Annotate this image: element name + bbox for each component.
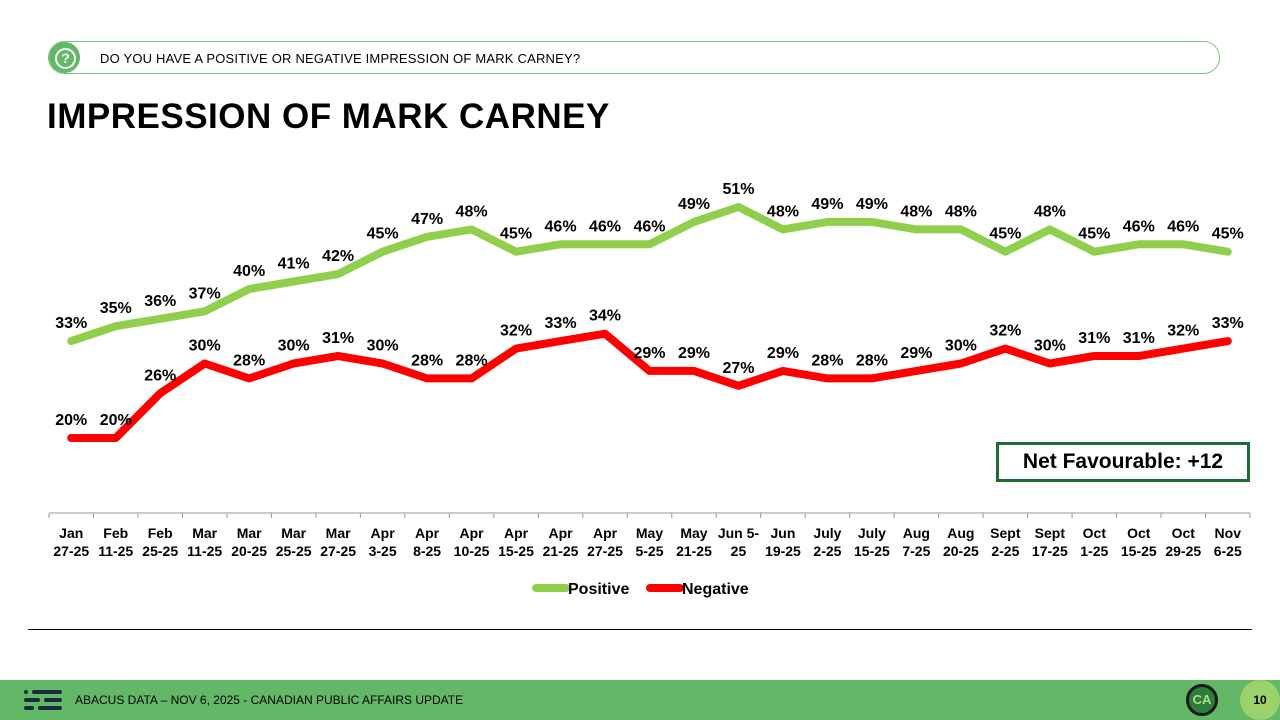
- x-tick-label: Feb 25-25: [142, 525, 178, 559]
- abacus-logo-icon: [24, 690, 62, 710]
- data-label-negative: 28%: [856, 352, 888, 369]
- x-tick-label: Mar 20-25: [231, 525, 267, 559]
- data-label-positive: 48%: [1034, 203, 1066, 220]
- data-label-negative: 28%: [456, 352, 488, 369]
- net-favourable-box: Net Favourable: +12: [996, 442, 1250, 482]
- data-label-positive: 45%: [1078, 226, 1110, 243]
- legend-label-positive: Positive: [568, 581, 629, 598]
- x-tick-label: Aug 7-25: [902, 525, 930, 559]
- x-tick-label: Apr 8-25: [413, 525, 441, 559]
- data-label-negative: 33%: [545, 315, 577, 332]
- x-tick-label: May 5-25: [635, 525, 663, 559]
- data-label-positive: 45%: [989, 226, 1021, 243]
- data-label-negative: 26%: [144, 367, 176, 384]
- data-label-negative: 20%: [100, 412, 132, 429]
- x-tick-label: Apr 21-25: [543, 525, 579, 559]
- data-label-positive: 46%: [589, 218, 621, 235]
- page-title: IMPRESSION OF MARK CARNEY: [47, 97, 610, 136]
- x-tick-label: Mar 11-25: [187, 525, 222, 559]
- data-label-negative: 31%: [1123, 330, 1155, 347]
- x-tick-label: Apr 10-25: [454, 525, 490, 559]
- data-label-positive: 48%: [767, 203, 799, 220]
- data-label-positive: 48%: [945, 203, 977, 220]
- x-tick-label: July 15-25: [854, 525, 890, 559]
- footer-text: ABACUS DATA – NOV 6, 2025 - CANADIAN PUB…: [75, 693, 464, 707]
- data-label-negative: 31%: [1078, 330, 1110, 347]
- x-tick-label: Jun 5-25: [718, 525, 760, 559]
- data-label-negative: 28%: [233, 352, 265, 369]
- data-label-negative: 30%: [945, 337, 977, 354]
- x-tick-label: Mar 25-25: [276, 525, 312, 559]
- x-tick-label: July 2-25: [813, 525, 841, 559]
- x-tick-label: Jan 27-25: [53, 525, 89, 559]
- x-tick-label: Oct 1-25: [1080, 525, 1108, 559]
- data-label-positive: 49%: [811, 196, 843, 213]
- data-label-positive: 48%: [456, 203, 488, 220]
- data-label-negative: 30%: [189, 337, 221, 354]
- data-label-positive: 46%: [633, 218, 665, 235]
- question-text: DO YOU HAVE A POSITIVE OR NEGATIVE IMPRE…: [100, 51, 581, 66]
- x-tick-label: Apr 3-25: [369, 525, 397, 559]
- data-label-positive: 49%: [678, 196, 710, 213]
- data-label-negative: 29%: [633, 345, 665, 362]
- data-label-negative: 34%: [589, 308, 621, 325]
- x-tick-label: Jun 19-25: [765, 525, 801, 559]
- data-label-positive: 51%: [722, 181, 754, 198]
- data-label-negative: 30%: [367, 337, 399, 354]
- series-line-negative: [67, 329, 1232, 442]
- x-tick-label: Apr 27-25: [587, 525, 623, 559]
- data-label-positive: 45%: [500, 226, 532, 243]
- line-chart: 33% 35% 36% 37% 40% 41% 42% 45% 47% 48% 45% 46% 46% 4…: [48, 181, 1251, 598]
- data-label-positive: 42%: [322, 248, 354, 265]
- data-label-negative: 27%: [722, 360, 754, 377]
- data-label-positive: 46%: [1167, 218, 1199, 235]
- data-label-negative: 33%: [1212, 315, 1244, 332]
- data-label-positive: 48%: [900, 203, 932, 220]
- data-label-negative: 28%: [411, 352, 443, 369]
- data-label-positive: 36%: [144, 293, 176, 310]
- data-label-negative: 30%: [1034, 337, 1066, 354]
- data-label-positive: 33%: [55, 315, 87, 332]
- data-label-positive: 47%: [411, 211, 443, 228]
- data-label-positive: 35%: [100, 300, 132, 317]
- x-tick-label: Oct 15-25: [1121, 525, 1157, 559]
- legend-label-negative: Negative: [682, 581, 749, 598]
- footer: ABACUS DATA – NOV 6, 2025 - CANADIAN PUB…: [0, 680, 1280, 720]
- data-label-negative: 31%: [322, 330, 354, 347]
- data-label-negative: 29%: [767, 345, 799, 362]
- data-label-positive: 45%: [1212, 226, 1244, 243]
- x-tick-label: Oct 29-25: [1165, 525, 1201, 559]
- data-label-negative: 32%: [1167, 323, 1199, 340]
- data-label-negative: 20%: [55, 412, 87, 429]
- ca-badge-icon: CA: [1186, 684, 1218, 716]
- x-tick-label: Feb 11-25: [98, 525, 133, 559]
- x-tick-label: Aug 20-25: [943, 525, 979, 559]
- data-label-positive: 46%: [1123, 218, 1155, 235]
- x-tick-label: Sept 2-25: [990, 525, 1021, 559]
- question-bar: ? DO YOU HAVE A POSITIVE OR NEGATIVE IMP…: [48, 41, 1220, 74]
- x-tick-label: Nov 6-25: [1214, 525, 1242, 559]
- page-number: 10: [1240, 680, 1280, 720]
- data-label-positive: 49%: [856, 196, 888, 213]
- data-label-positive: 40%: [233, 263, 265, 280]
- data-label-positive: 41%: [278, 256, 310, 273]
- x-tick-label: Mar 27-25: [320, 525, 356, 559]
- x-tick-label: Sept 17-25: [1032, 525, 1068, 559]
- x-tick-label: May 21-25: [676, 525, 712, 559]
- data-label-negative: 30%: [278, 337, 310, 354]
- data-label-negative: 32%: [500, 323, 532, 340]
- data-label-negative: 29%: [678, 345, 710, 362]
- data-label-negative: 28%: [811, 352, 843, 369]
- data-label-positive: 45%: [367, 226, 399, 243]
- series-line-positive: [67, 203, 1232, 346]
- data-label-negative: 32%: [989, 323, 1021, 340]
- data-label-positive: 37%: [189, 285, 221, 302]
- x-tick-label: Apr 15-25: [498, 525, 534, 559]
- divider: [28, 629, 1252, 630]
- data-label-positive: 46%: [545, 218, 577, 235]
- question-icon: ?: [49, 42, 80, 73]
- data-label-negative: 29%: [900, 345, 932, 362]
